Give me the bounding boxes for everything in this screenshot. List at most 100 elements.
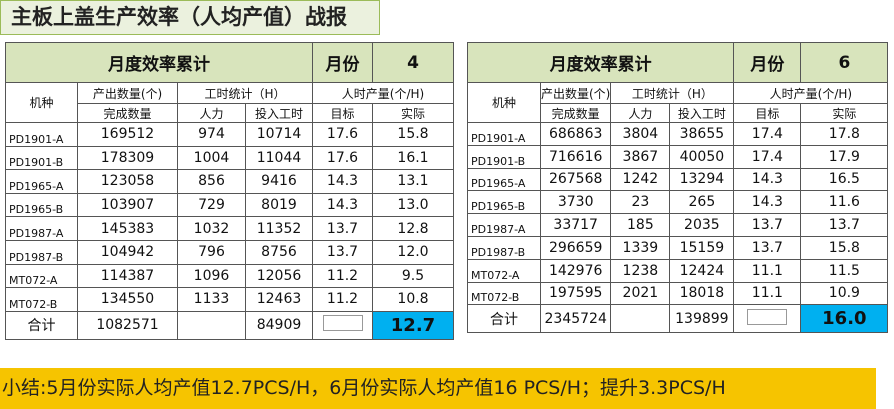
data-cell: 17.6 <box>312 145 373 171</box>
data-cell: 12.0 <box>372 239 454 265</box>
data-cell: 13.7 <box>800 213 889 237</box>
data-cell: 13.0 <box>372 192 454 218</box>
column-header: 目标 <box>312 103 373 123</box>
data-cell: 13.7 <box>733 235 802 260</box>
data-cell: 40050 <box>669 144 735 169</box>
model-name: PD1965-A <box>5 169 78 194</box>
data-cell: 11044 <box>245 145 313 171</box>
model-header: 机种 <box>467 82 541 123</box>
data-cell: 11.2 <box>312 263 373 289</box>
model-name: MT072-B <box>5 287 78 312</box>
month-label: 月份 <box>733 42 802 83</box>
data-cell: 3804 <box>610 122 671 146</box>
model-name: PD1987-B <box>5 239 78 265</box>
model-name: PD1987-A <box>5 216 78 241</box>
model-name: PD1901-A <box>467 122 541 146</box>
data-cell: 13.1 <box>372 169 454 194</box>
data-cell: 296659 <box>539 235 612 260</box>
data-cell: 1096 <box>177 263 246 289</box>
data-cell: 134550 <box>77 287 178 312</box>
total-output: 2345724 <box>539 304 612 334</box>
data-cell: 178309 <box>77 145 178 171</box>
data-cell: 15.8 <box>372 122 454 147</box>
data-cell: 17.4 <box>733 122 802 146</box>
model-name: MT072-A <box>467 258 541 283</box>
total-empty <box>177 310 246 340</box>
data-cell: 1133 <box>177 287 246 312</box>
data-cell: 2035 <box>669 213 735 237</box>
efficiency-table: 月度效率累计 月份 4 机种 产出数量(个) 工时统计（H） 人时产量(个/H) 完成数量 人力… <box>5 42 454 340</box>
model-name: MT072-A <box>5 263 78 289</box>
data-cell: 10714 <box>245 122 313 147</box>
data-cell: 11352 <box>245 216 313 241</box>
model-name: PD1901-B <box>5 145 78 171</box>
data-cell: 169512 <box>77 122 178 147</box>
data-cell: 11.5 <box>800 258 889 283</box>
data-cell: 11.2 <box>312 287 373 312</box>
data-cell: 13294 <box>669 167 735 192</box>
data-cell: 197595 <box>539 281 612 306</box>
total-actual: 16.0 <box>800 304 889 334</box>
data-cell: 14.3 <box>733 167 802 192</box>
total-target <box>733 304 802 334</box>
data-cell: 3867 <box>610 144 671 169</box>
target-box <box>322 315 363 332</box>
month-label: 月份 <box>312 42 373 83</box>
data-cell: 8019 <box>245 192 313 218</box>
month-value: 4 <box>372 42 454 83</box>
data-cell: 23 <box>610 190 671 215</box>
rate-header: 人时产量(个/H) <box>733 82 889 104</box>
data-cell: 1032 <box>177 216 246 241</box>
total-target <box>312 310 373 340</box>
total-hours: 84909 <box>245 310 313 340</box>
total-label: 合计 <box>467 304 541 334</box>
data-cell: 12424 <box>669 258 735 283</box>
data-cell: 1238 <box>610 258 671 283</box>
data-cell: 1339 <box>610 235 671 260</box>
data-cell: 10.8 <box>372 287 454 312</box>
data-cell: 185 <box>610 213 671 237</box>
data-cell: 796 <box>177 239 246 265</box>
hours-header: 工时统计（H） <box>177 82 313 104</box>
data-cell: 114387 <box>77 263 178 289</box>
data-cell: 17.9 <box>800 144 889 169</box>
data-cell: 11.1 <box>733 258 802 283</box>
table-title: 月度效率累计 <box>466 42 735 83</box>
rate-header: 人时产量(个/H) <box>312 82 454 104</box>
model-name: PD1901-B <box>467 144 541 169</box>
data-cell: 729 <box>177 192 246 218</box>
target-box <box>747 308 788 325</box>
data-cell: 17.6 <box>312 122 373 147</box>
data-cell: 3730 <box>539 190 612 215</box>
data-cell: 716616 <box>539 144 612 169</box>
column-header: 目标 <box>733 103 802 123</box>
summary: 小结:5月份实际人均产值12.7PCS/H，6月份实际人均产值16 PCS/H；… <box>0 368 876 409</box>
data-cell: 265 <box>669 190 735 215</box>
model-header: 机种 <box>5 82 78 123</box>
column-header: 投入工时 <box>245 103 313 123</box>
data-cell: 14.3 <box>312 169 373 194</box>
total-hours: 139899 <box>669 304 735 334</box>
output-header: 产出数量(个) <box>539 82 612 104</box>
total-label: 合计 <box>5 310 78 340</box>
hours-header: 工时统计（H） <box>610 82 735 104</box>
data-cell: 11.6 <box>800 190 889 215</box>
model-name: PD1965-B <box>467 190 541 215</box>
column-header: 完成数量 <box>539 103 612 123</box>
data-cell: 17.8 <box>800 122 889 146</box>
column-header: 完成数量 <box>77 103 178 123</box>
data-cell: 686863 <box>539 122 612 146</box>
data-cell: 8756 <box>245 239 313 265</box>
data-cell: 145383 <box>77 216 178 241</box>
data-cell: 12.8 <box>372 216 454 241</box>
efficiency-table: 月度效率累计 月份 6 机种 产出数量(个) 工时统计（H） 人时产量(个/H) 完成数量 人力… <box>466 42 889 334</box>
column-header: 实际 <box>800 103 889 123</box>
data-cell: 1242 <box>610 167 671 192</box>
data-cell: 2021 <box>610 281 671 306</box>
total-empty <box>610 304 671 334</box>
model-name: MT072-B <box>467 281 541 306</box>
column-header: 实际 <box>372 103 454 123</box>
data-cell: 18018 <box>669 281 735 306</box>
data-cell: 9.5 <box>372 263 454 289</box>
